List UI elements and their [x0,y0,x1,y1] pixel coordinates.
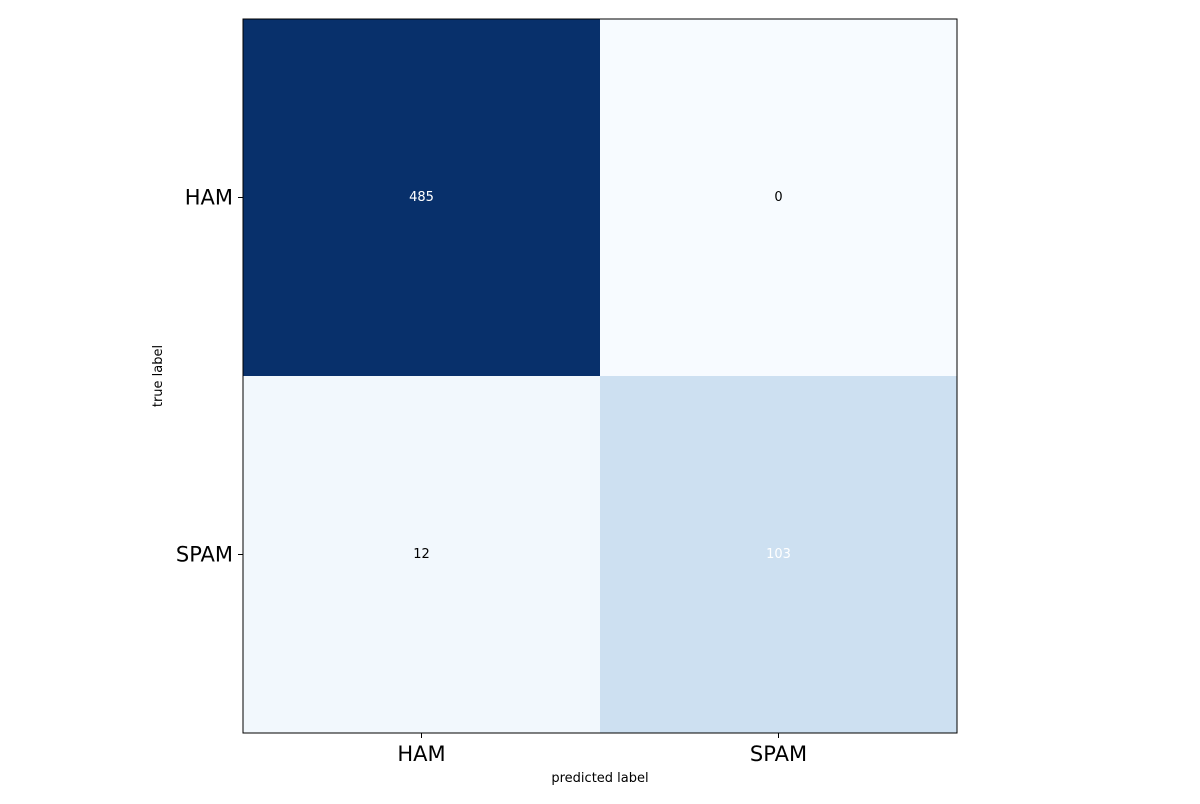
cell-value-label: 103 [766,547,791,562]
heatmap-cell-ham-ham [243,19,600,376]
plot-frame [242,18,958,734]
y-axis-label: true label [151,345,166,407]
heatmap-cell-spam-ham [243,376,600,733]
cell-value-label: 485 [409,190,434,205]
x-axis-label: predicted label [551,771,648,786]
x-axis-ticks: HAM SPAM [397,733,807,766]
cell-value-labels: 485 0 12 103 [409,190,791,562]
y-axis-ticks: HAM SPAM [176,186,243,567]
heatmap-cell-spam-spam [600,376,957,733]
x-tick-label: HAM [397,742,445,766]
x-tick-label: SPAM [750,742,807,766]
heatmap-cells [243,19,957,733]
y-tick-label: SPAM [176,543,233,567]
heatmap-cell-ham-spam [600,19,957,376]
y-tick-label: HAM [185,186,233,210]
cell-value-label: 0 [774,190,782,205]
cell-value-label: 12 [413,547,430,562]
